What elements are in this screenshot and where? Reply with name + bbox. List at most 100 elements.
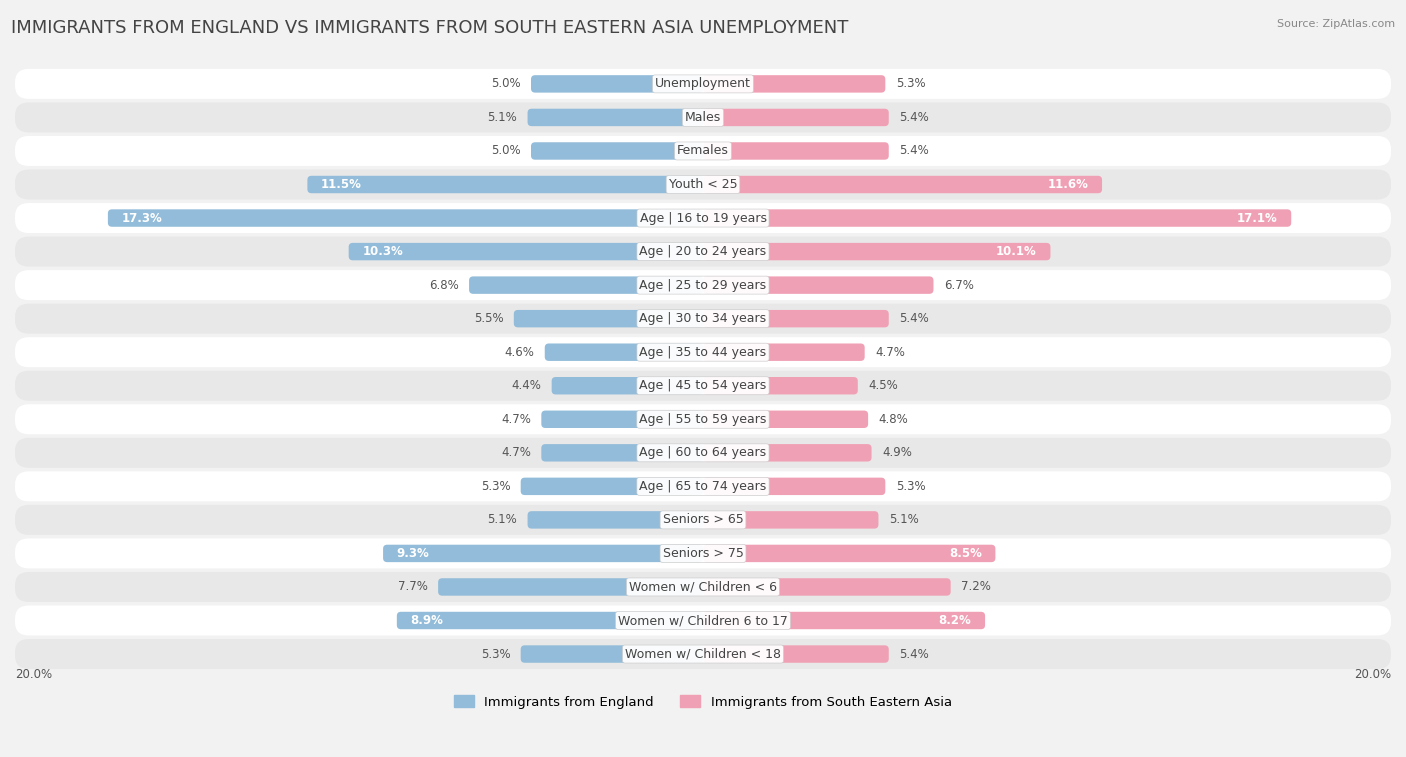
Text: 11.5%: 11.5% (321, 178, 361, 191)
FancyBboxPatch shape (15, 538, 1391, 569)
Text: 8.9%: 8.9% (411, 614, 443, 627)
Text: Women w/ Children < 18: Women w/ Children < 18 (626, 647, 780, 661)
Text: Age | 65 to 74 years: Age | 65 to 74 years (640, 480, 766, 493)
Text: 5.4%: 5.4% (898, 647, 929, 661)
Text: 5.3%: 5.3% (896, 480, 925, 493)
Text: Age | 25 to 29 years: Age | 25 to 29 years (640, 279, 766, 291)
Text: Females: Females (678, 145, 728, 157)
Text: IMMIGRANTS FROM ENGLAND VS IMMIGRANTS FROM SOUTH EASTERN ASIA UNEMPLOYMENT: IMMIGRANTS FROM ENGLAND VS IMMIGRANTS FR… (11, 19, 849, 37)
FancyBboxPatch shape (703, 109, 889, 126)
FancyBboxPatch shape (527, 109, 703, 126)
Text: 5.4%: 5.4% (898, 111, 929, 124)
Text: 5.5%: 5.5% (474, 312, 503, 326)
FancyBboxPatch shape (15, 404, 1391, 435)
Text: 5.4%: 5.4% (898, 312, 929, 326)
Text: Age | 55 to 59 years: Age | 55 to 59 years (640, 413, 766, 425)
Text: 10.3%: 10.3% (363, 245, 404, 258)
FancyBboxPatch shape (531, 142, 703, 160)
FancyBboxPatch shape (15, 237, 1391, 266)
Text: 5.1%: 5.1% (889, 513, 918, 526)
Legend: Immigrants from England, Immigrants from South Eastern Asia: Immigrants from England, Immigrants from… (449, 690, 957, 714)
Text: 8.5%: 8.5% (949, 547, 981, 560)
FancyBboxPatch shape (382, 545, 703, 562)
Text: 5.3%: 5.3% (481, 480, 510, 493)
Text: 8.2%: 8.2% (939, 614, 972, 627)
FancyBboxPatch shape (541, 444, 703, 462)
FancyBboxPatch shape (439, 578, 703, 596)
Text: Seniors > 65: Seniors > 65 (662, 513, 744, 526)
FancyBboxPatch shape (520, 645, 703, 663)
FancyBboxPatch shape (15, 102, 1391, 132)
FancyBboxPatch shape (544, 344, 703, 361)
Text: 5.4%: 5.4% (898, 145, 929, 157)
FancyBboxPatch shape (703, 276, 934, 294)
FancyBboxPatch shape (15, 572, 1391, 602)
FancyBboxPatch shape (15, 371, 1391, 400)
Text: 4.7%: 4.7% (875, 346, 905, 359)
FancyBboxPatch shape (15, 136, 1391, 166)
Text: Source: ZipAtlas.com: Source: ZipAtlas.com (1277, 19, 1395, 29)
Text: 4.7%: 4.7% (501, 447, 531, 459)
Text: 7.2%: 7.2% (960, 581, 991, 593)
Text: 6.7%: 6.7% (943, 279, 974, 291)
Text: 4.7%: 4.7% (501, 413, 531, 425)
FancyBboxPatch shape (703, 578, 950, 596)
Text: 20.0%: 20.0% (1354, 668, 1391, 681)
Text: Unemployment: Unemployment (655, 77, 751, 90)
Text: 4.9%: 4.9% (882, 447, 911, 459)
FancyBboxPatch shape (703, 75, 886, 92)
FancyBboxPatch shape (15, 69, 1391, 99)
Text: Males: Males (685, 111, 721, 124)
Text: 5.3%: 5.3% (481, 647, 510, 661)
Text: 5.1%: 5.1% (488, 111, 517, 124)
Text: Age | 35 to 44 years: Age | 35 to 44 years (640, 346, 766, 359)
FancyBboxPatch shape (703, 243, 1050, 260)
FancyBboxPatch shape (703, 344, 865, 361)
Text: 4.6%: 4.6% (505, 346, 534, 359)
FancyBboxPatch shape (703, 176, 1102, 193)
Text: Youth < 25: Youth < 25 (669, 178, 737, 191)
Text: Age | 30 to 34 years: Age | 30 to 34 years (640, 312, 766, 326)
FancyBboxPatch shape (541, 410, 703, 428)
FancyBboxPatch shape (703, 511, 879, 528)
FancyBboxPatch shape (15, 337, 1391, 367)
Text: Age | 20 to 24 years: Age | 20 to 24 years (640, 245, 766, 258)
FancyBboxPatch shape (15, 270, 1391, 300)
FancyBboxPatch shape (15, 606, 1391, 636)
Text: 4.8%: 4.8% (879, 413, 908, 425)
Text: 20.0%: 20.0% (15, 668, 52, 681)
FancyBboxPatch shape (703, 444, 872, 462)
FancyBboxPatch shape (396, 612, 703, 629)
FancyBboxPatch shape (15, 170, 1391, 200)
FancyBboxPatch shape (15, 203, 1391, 233)
FancyBboxPatch shape (108, 210, 703, 227)
FancyBboxPatch shape (15, 472, 1391, 501)
FancyBboxPatch shape (703, 478, 886, 495)
FancyBboxPatch shape (703, 545, 995, 562)
Text: 9.3%: 9.3% (396, 547, 430, 560)
Text: 17.1%: 17.1% (1237, 211, 1278, 225)
FancyBboxPatch shape (15, 304, 1391, 334)
Text: Age | 60 to 64 years: Age | 60 to 64 years (640, 447, 766, 459)
Text: Women w/ Children 6 to 17: Women w/ Children 6 to 17 (619, 614, 787, 627)
Text: 4.4%: 4.4% (512, 379, 541, 392)
FancyBboxPatch shape (513, 310, 703, 327)
Text: 10.1%: 10.1% (995, 245, 1036, 258)
FancyBboxPatch shape (15, 639, 1391, 669)
Text: 5.1%: 5.1% (488, 513, 517, 526)
Text: 5.3%: 5.3% (896, 77, 925, 90)
FancyBboxPatch shape (703, 410, 868, 428)
Text: Age | 16 to 19 years: Age | 16 to 19 years (640, 211, 766, 225)
FancyBboxPatch shape (15, 438, 1391, 468)
FancyBboxPatch shape (15, 505, 1391, 535)
FancyBboxPatch shape (520, 478, 703, 495)
Text: 4.5%: 4.5% (868, 379, 898, 392)
Text: 5.0%: 5.0% (491, 145, 520, 157)
FancyBboxPatch shape (703, 377, 858, 394)
FancyBboxPatch shape (531, 75, 703, 92)
FancyBboxPatch shape (703, 210, 1291, 227)
Text: Age | 45 to 54 years: Age | 45 to 54 years (640, 379, 766, 392)
FancyBboxPatch shape (470, 276, 703, 294)
FancyBboxPatch shape (349, 243, 703, 260)
Text: 11.6%: 11.6% (1047, 178, 1088, 191)
